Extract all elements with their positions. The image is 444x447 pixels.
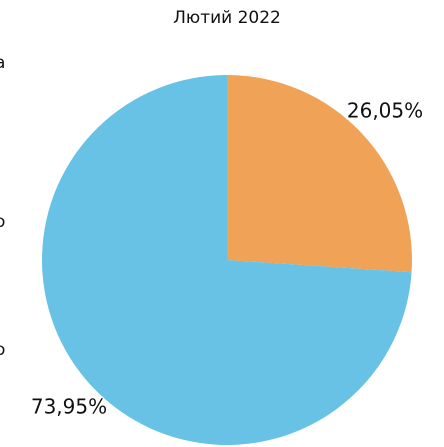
- cropped-legend-text: о: [0, 340, 5, 360]
- cropped-legend-text: а: [0, 53, 5, 73]
- pie-slice: [41, 75, 412, 445]
- cropped-legend-text: о: [0, 212, 5, 232]
- slice-label: 26,05%: [347, 99, 423, 123]
- pie-slice: [227, 75, 412, 273]
- slice-label: 73,95%: [31, 394, 107, 418]
- chart-title: Лютий 2022: [173, 8, 281, 28]
